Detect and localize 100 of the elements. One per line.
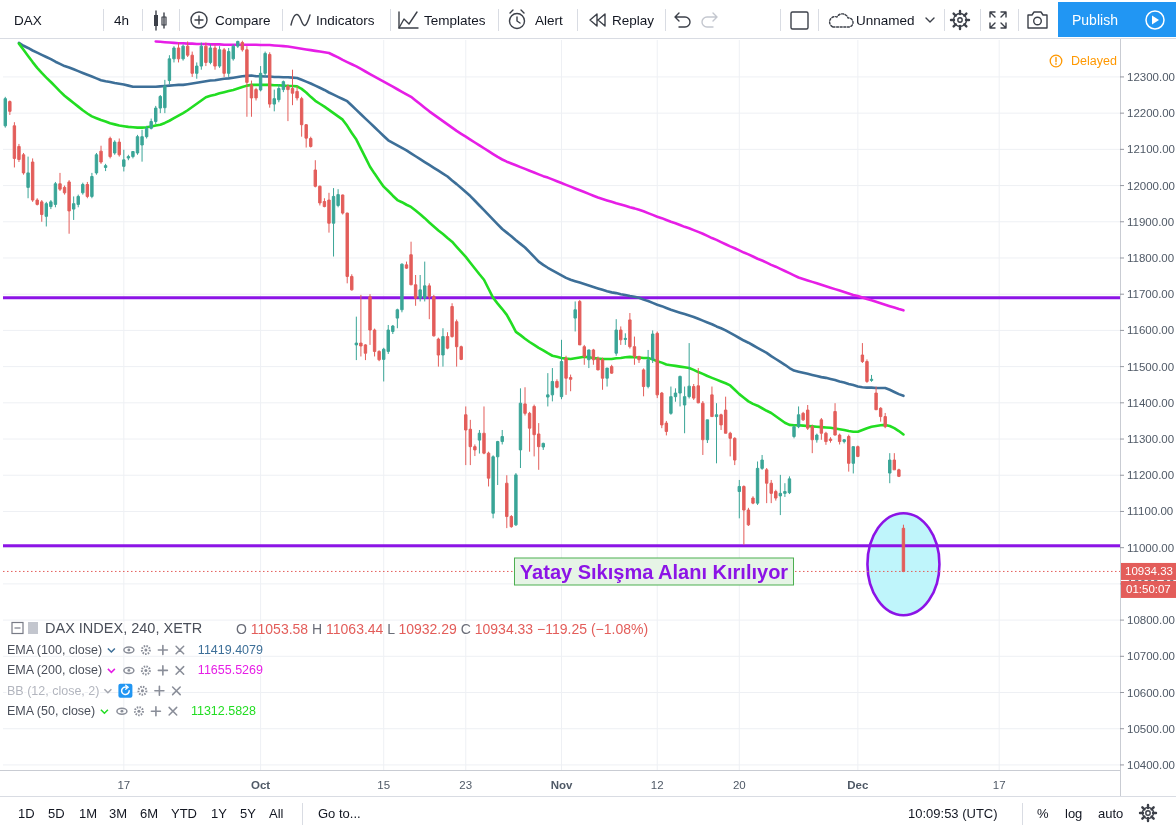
candlestick [742,484,746,546]
y-tick-label: 11300.00 [1127,433,1175,446]
candlestick [605,367,609,388]
candlestick [359,294,363,357]
y-tick-label: 11100.00 [1127,505,1174,518]
candlestick [559,339,564,400]
y-tick-label: 11500.00 [1127,360,1175,373]
candlestick [787,475,792,495]
annotation: 11312.5828 [190,704,257,719]
candlestick [81,182,85,196]
candlestick [619,325,623,346]
candlestick [208,43,213,65]
line-series [154,40,905,312]
text: 1Y [211,805,228,821]
candlestick [122,149,126,172]
candlestick [678,375,682,407]
text: Compare [215,12,271,28]
candlestick [888,452,892,484]
candlestick [564,355,568,396]
candlestick [669,386,673,416]
candlestick [3,96,7,129]
y-tick-label: 12300.00 [1127,70,1175,83]
candlestick [126,154,131,161]
candlestick [140,129,144,163]
candlestick [714,402,719,464]
candlestick [696,367,700,404]
candlestick [249,80,254,118]
candlestick [541,442,545,451]
candlestick [99,145,103,165]
candlestick [851,445,855,474]
candlestick [600,357,605,391]
candlestick [441,327,445,368]
text: 3M [109,805,128,821]
candlestick [869,374,874,383]
candlestick [176,42,181,63]
legend-label: EMA (200, close) [7,663,103,678]
candlestick [518,387,523,469]
candlestick [85,181,90,199]
candlestick [26,156,30,199]
candlestick [623,332,628,346]
candlestick [856,445,860,458]
annotation: 11419.4079 [197,643,264,657]
text: log [1065,805,1083,821]
text: 01:50:07 [1126,583,1171,596]
candlestick [268,51,272,109]
text: All [269,805,284,821]
text: Templates [424,12,486,28]
candlestick [58,172,62,192]
y-tick-label: 11600.00 [1127,324,1175,337]
candlestick [245,45,249,118]
candlestick [117,137,121,158]
candlestick [71,195,76,221]
text: % [1037,805,1049,821]
candlestick [578,299,582,346]
x-tick-label: 15 [377,779,391,791]
candlestick [546,372,550,407]
y-tick-label: 10400.00 [1127,758,1175,771]
candlestick [828,436,833,444]
candlestick [764,467,769,504]
candlestick [710,386,714,418]
text: Publish [1072,12,1118,28]
candlestick [701,400,705,456]
y-tick-label: 12000.00 [1127,179,1175,192]
y-tick-label: 12200.00 [1127,107,1175,120]
candlestick [113,139,117,156]
candlestick [94,152,99,176]
x-tick-label: 20 [732,779,746,791]
candlestick [90,172,94,199]
candlestick [103,163,108,172]
candlestick [213,43,217,71]
candlestick [222,47,226,78]
x-tick-label: 23 [459,779,473,791]
text: auto [1098,805,1124,821]
y-tick-label: 11400.00 [1127,396,1175,409]
text: Unnamed [856,12,915,28]
candlestick [751,495,755,505]
candlestick [737,479,742,519]
x-tick-label: Dec [847,779,869,791]
candlestick [705,419,710,444]
text: Indicators [316,12,375,28]
text: 5Y [240,805,257,821]
candlestick [44,201,49,227]
annotation: Yatay Sıkışma Alanı Kırılıyor [519,561,789,583]
text: DAX [14,12,42,28]
text: Alert [535,12,564,28]
candlestick [464,405,468,466]
candlestick [815,433,819,444]
legend-label: EMA (100, close) [7,643,103,657]
candlestick [226,47,231,78]
text: Go to... [318,805,361,821]
candlestick [354,316,359,361]
text: 6M [140,805,159,821]
candlestick [8,99,12,116]
candlestick [217,45,222,69]
y-tick-label: 11000.00 [1127,541,1175,554]
candlestick [327,192,331,234]
candlestick [641,367,646,397]
candlestick [819,417,824,441]
text: Replay [612,12,655,28]
candlestick [614,318,618,357]
